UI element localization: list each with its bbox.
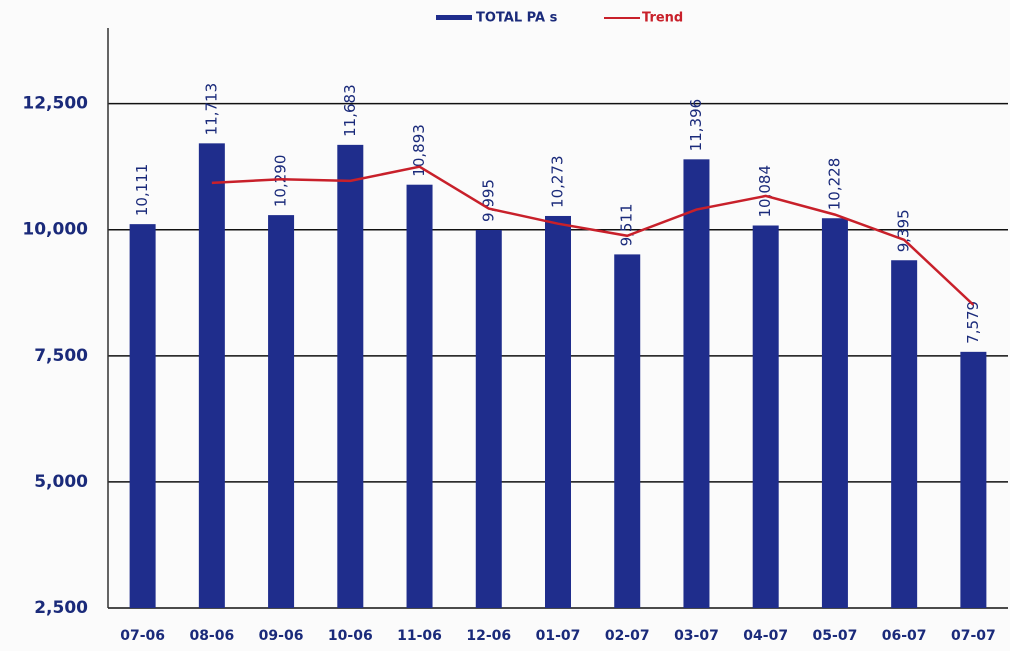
y-tick-label: 2,500 [34,598,88,618]
legend-label: TOTAL PA s [476,11,558,26]
x-tick-label: 01-07 [536,628,581,644]
y-tick-label: 7,500 [34,346,88,366]
x-tick-label: 10-06 [328,628,373,644]
trend-line [211,165,975,306]
value-label: 10,273 [549,155,567,208]
value-label: 10,084 [756,165,774,218]
x-tick-label: 07-07 [951,628,996,644]
x-tick-label: 08-06 [189,628,234,644]
value-label: 7,579 [964,301,982,344]
legend-swatch [436,15,472,20]
x-tick-label: 03-07 [674,628,719,644]
value-label: 9,395 [895,209,913,252]
bar [891,260,918,608]
legend-label: Trend [642,11,683,26]
value-label: 10,893 [410,124,428,177]
value-label: 11,713 [202,83,220,136]
y-tick-label: 5,000 [34,472,88,492]
bar [614,254,641,608]
bar [821,218,848,609]
x-tick-label: 11-06 [397,628,442,644]
bar [406,184,433,608]
x-tick-label: 04-07 [743,628,788,644]
x-tick-label: 12-06 [466,628,511,644]
value-label: 10,290 [272,155,290,208]
x-tick-label: 05-07 [813,628,858,644]
x-tick-label: 02-07 [605,628,650,644]
value-label: 11,396 [687,99,705,152]
value-label: 9,995 [479,179,497,222]
y-tick-label: 12,500 [22,94,88,114]
bar [198,143,225,608]
value-label: 11,683 [341,84,359,137]
bar [337,144,364,608]
y-tick-label: 10,000 [22,220,88,240]
x-tick-label: 09-06 [259,628,304,644]
bar [960,351,987,608]
value-label: 9,511 [618,203,636,246]
bar [752,225,779,608]
bar [268,215,295,608]
bar [683,159,710,609]
value-label: 10,228 [825,158,843,211]
value-label: 10,111 [133,164,151,217]
x-tick-label: 06-07 [882,628,927,644]
bar [129,224,156,608]
bar [545,215,571,608]
x-tick-label: 07-06 [120,628,165,644]
bar [475,229,502,608]
